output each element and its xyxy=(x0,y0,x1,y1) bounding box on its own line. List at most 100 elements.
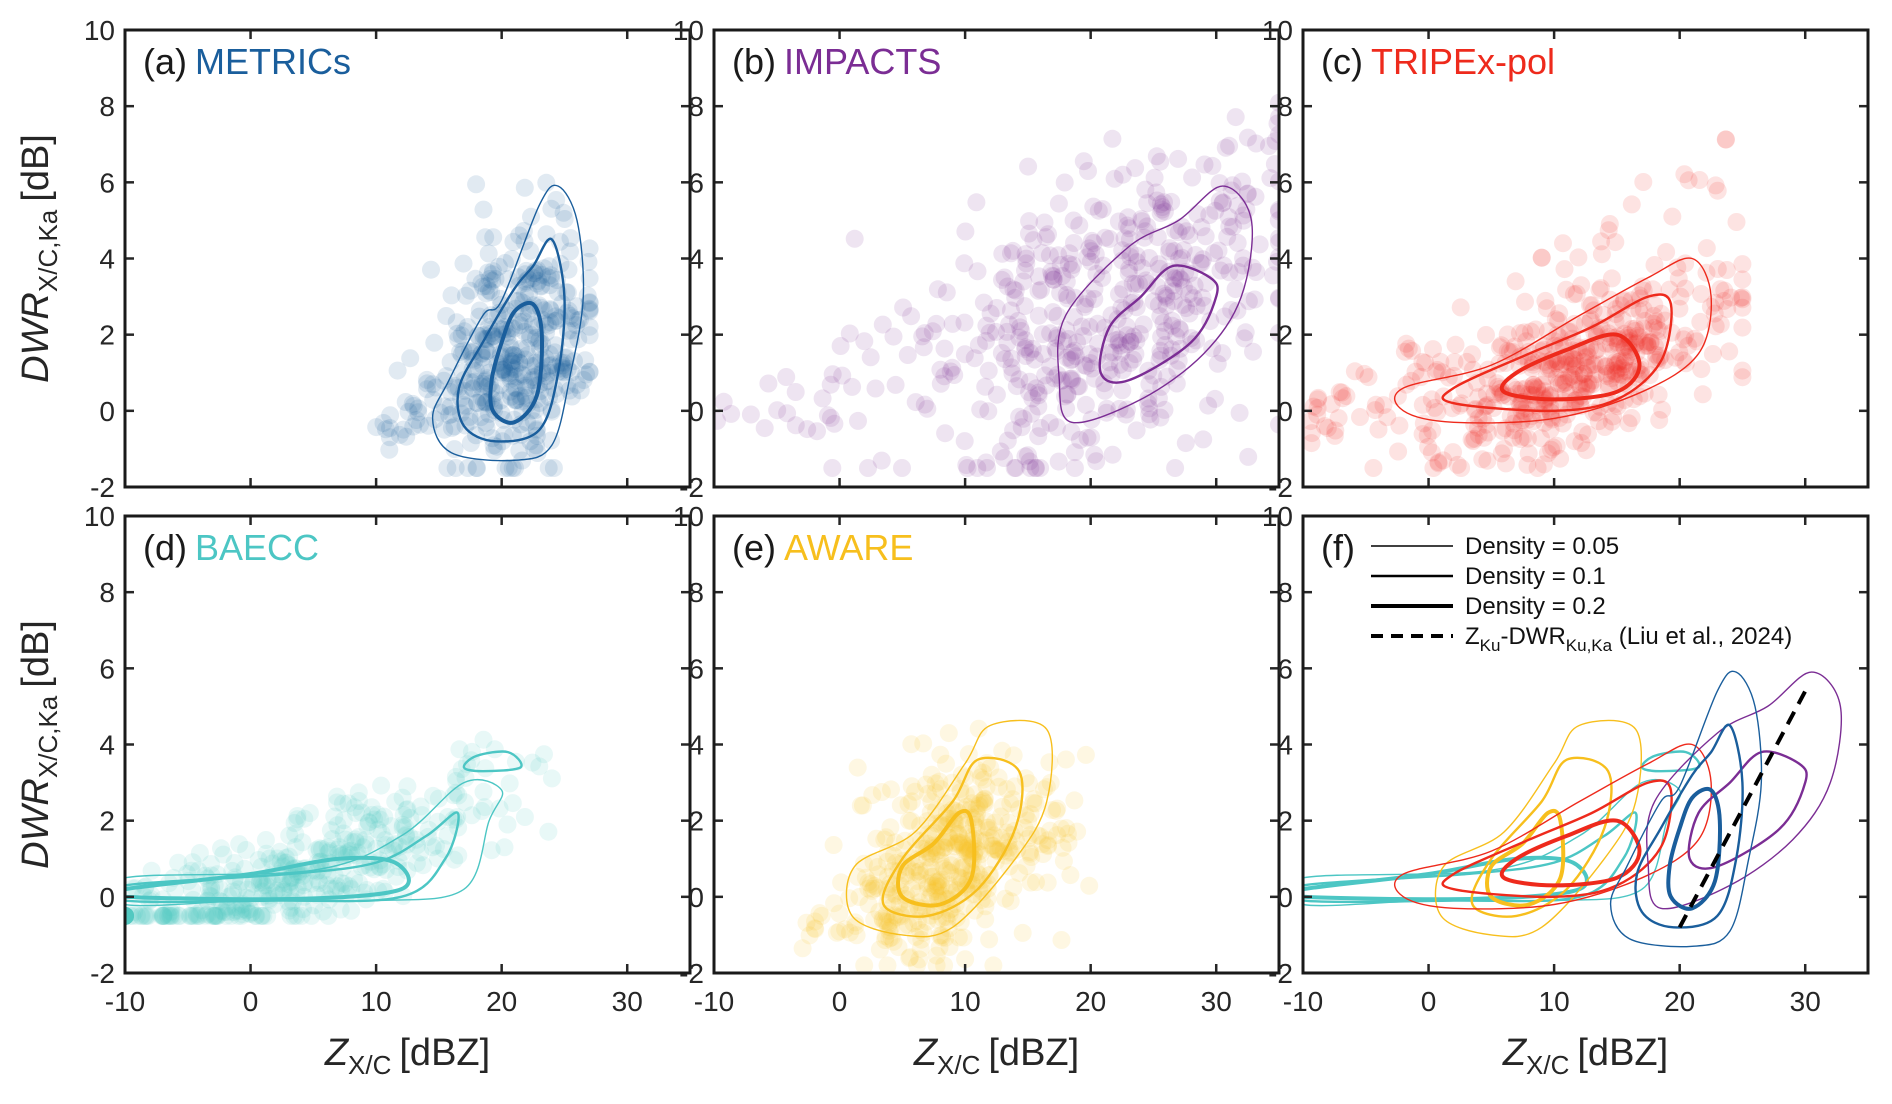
scatter-point xyxy=(1017,254,1036,273)
scatter-point xyxy=(1066,347,1085,366)
scatter-point xyxy=(229,880,248,899)
scatter-point xyxy=(884,327,903,346)
scatter-point xyxy=(1337,387,1356,406)
scatter-point xyxy=(1210,174,1229,193)
scatter-point xyxy=(547,191,566,209)
scatter-point xyxy=(1077,357,1096,376)
scatter-point xyxy=(1657,243,1676,261)
scatter-point xyxy=(125,906,134,925)
scatter-point xyxy=(1104,343,1123,362)
scatter-point xyxy=(833,366,852,385)
x-axis-label-sub: X/C xyxy=(1526,1050,1569,1080)
scatter-point xyxy=(541,301,560,320)
scatter-point xyxy=(1106,331,1125,350)
scatter-point xyxy=(1403,341,1422,360)
y-tick-label: -2 xyxy=(90,472,115,503)
scatter-point xyxy=(470,307,489,326)
scatter-point xyxy=(939,809,958,828)
scatter-point xyxy=(1027,459,1045,477)
scatter-point xyxy=(967,799,986,818)
scatter-point xyxy=(1546,310,1565,329)
scatter-point xyxy=(1140,399,1159,418)
scatter-point xyxy=(449,786,468,805)
scatter-point xyxy=(1517,332,1536,351)
scatter-point xyxy=(812,906,831,925)
scatter-point xyxy=(1247,134,1266,153)
scatter-point xyxy=(314,902,333,921)
scatter-point xyxy=(319,843,338,862)
scatter-point xyxy=(1270,202,1279,221)
scatter-point xyxy=(1191,254,1210,272)
y-tick-label: 0 xyxy=(1277,396,1293,427)
scatter-point xyxy=(904,862,923,881)
scatter-point xyxy=(1041,821,1059,840)
scatter-point xyxy=(1031,459,1050,477)
scatter-point xyxy=(915,395,934,414)
scatter-point xyxy=(1551,360,1569,379)
scatter-point xyxy=(484,228,503,247)
scatter-point xyxy=(445,440,464,459)
scatter-point xyxy=(503,459,522,477)
scatter-point xyxy=(939,724,958,743)
scatter-point xyxy=(411,797,430,816)
x-axis-label: ZX/C [dBZ] xyxy=(1502,1032,1668,1080)
scatter-point xyxy=(1170,319,1189,338)
scatter-point xyxy=(1596,357,1615,376)
scatter-point xyxy=(1537,299,1556,318)
scatter-point xyxy=(1006,281,1025,300)
scatter-point xyxy=(937,754,955,773)
scatter-point xyxy=(1518,455,1537,474)
scatter-point xyxy=(1052,819,1071,838)
scatter-point xyxy=(1579,347,1597,366)
y-axis-label-main: DWR xyxy=(15,292,57,383)
scatter-point xyxy=(1049,194,1068,213)
y-tick-label: 4 xyxy=(1277,730,1293,761)
scatter-point xyxy=(1450,396,1469,415)
scatter-point xyxy=(1234,256,1253,275)
scatter-point xyxy=(252,906,271,925)
scatter-point xyxy=(1626,335,1645,354)
scatter-point xyxy=(998,277,1017,296)
scatter-point xyxy=(1345,362,1364,381)
scatter-point xyxy=(1580,296,1599,315)
scatter-point xyxy=(1687,332,1706,351)
scatter-point xyxy=(362,798,381,817)
scatter-point xyxy=(924,867,943,886)
scatter-point xyxy=(292,906,311,925)
scatter-point xyxy=(1080,317,1099,336)
scatter-point xyxy=(340,877,359,896)
scatter-point xyxy=(520,284,538,303)
scatter-point xyxy=(940,880,959,899)
scatter-point xyxy=(1469,409,1488,428)
scatter-point xyxy=(1134,315,1153,334)
scatter-point xyxy=(137,906,156,925)
scatter-point xyxy=(154,906,173,925)
scatter-point xyxy=(1511,430,1530,448)
scatter-point xyxy=(169,853,188,872)
scatter-point xyxy=(429,812,447,831)
scatter-point xyxy=(1228,196,1247,215)
scatter-point xyxy=(1085,445,1104,464)
scatter-point xyxy=(851,796,870,815)
scatter-point xyxy=(474,277,492,296)
y-tick-label: 4 xyxy=(99,244,115,275)
scatter-point xyxy=(942,856,960,875)
scatter-point xyxy=(322,879,341,898)
scatter-point xyxy=(992,829,1011,847)
scatter-point xyxy=(1019,811,1038,830)
scatter-point xyxy=(1270,288,1279,307)
scatter-point xyxy=(339,794,358,813)
scatter-point xyxy=(1226,108,1245,127)
contour-f-aware-0 xyxy=(1434,719,1643,938)
scatter-point xyxy=(394,805,413,824)
scatter-point xyxy=(1446,335,1465,354)
scatter-point xyxy=(1034,345,1052,363)
scatter-point xyxy=(931,745,950,764)
scatter-point xyxy=(535,259,554,278)
scatter-point xyxy=(478,263,497,282)
scatter-point xyxy=(1132,212,1151,231)
scatter-point xyxy=(997,780,1016,799)
scatter-point xyxy=(1222,181,1241,200)
scatter-point xyxy=(1070,377,1088,396)
